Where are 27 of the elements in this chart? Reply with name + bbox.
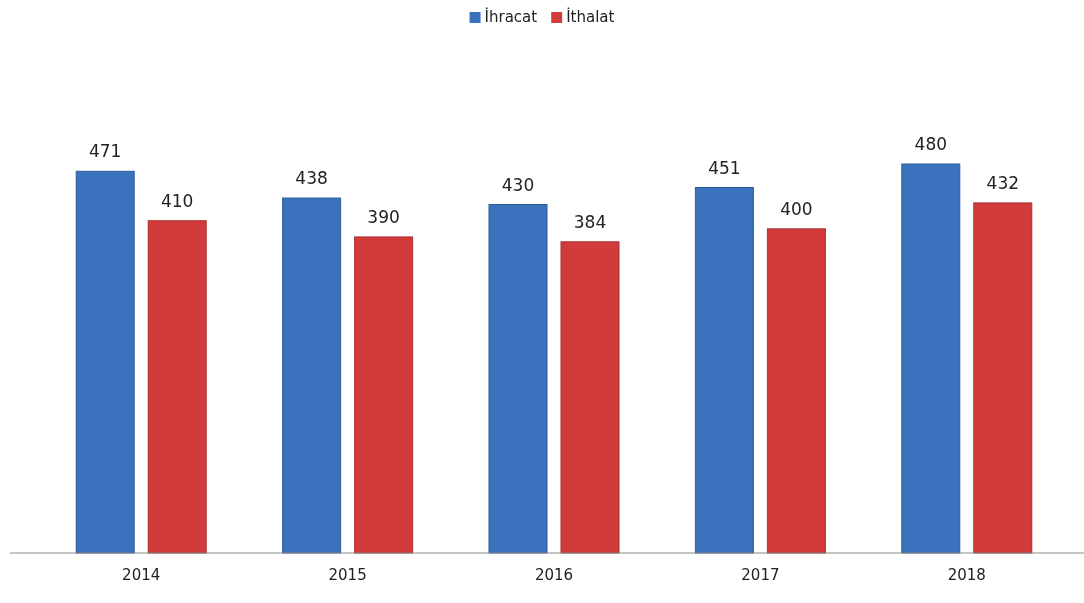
data-label: 410 — [160, 190, 194, 211]
x-tick-label: 2018 — [947, 566, 986, 584]
bar — [282, 197, 342, 554]
data-label: 390 — [367, 206, 400, 227]
bar — [354, 236, 414, 554]
data-label: 438 — [295, 168, 328, 189]
data-label: 384 — [573, 211, 607, 232]
data-label: 451 — [708, 157, 741, 178]
bar — [488, 204, 548, 554]
data-label: 471 — [88, 141, 122, 162]
x-tick-label: 2014 — [122, 566, 161, 584]
x-tick-label: 2015 — [328, 566, 367, 584]
bar — [694, 187, 754, 554]
data-label: 400 — [780, 198, 813, 219]
bar — [973, 202, 1033, 554]
data-label: 432 — [986, 172, 1020, 193]
data-label: 430 — [501, 174, 535, 195]
bar — [560, 241, 620, 554]
bar — [75, 170, 135, 554]
bar — [147, 220, 207, 554]
data-label: 480 — [914, 134, 948, 154]
x-tick-label: 2016 — [534, 566, 574, 584]
x-tick-label: 2017 — [741, 566, 780, 584]
legend-label: İhracat — [484, 7, 538, 26]
bar — [766, 228, 826, 554]
legend-label: İthalat — [566, 7, 615, 26]
bar — [901, 163, 961, 554]
